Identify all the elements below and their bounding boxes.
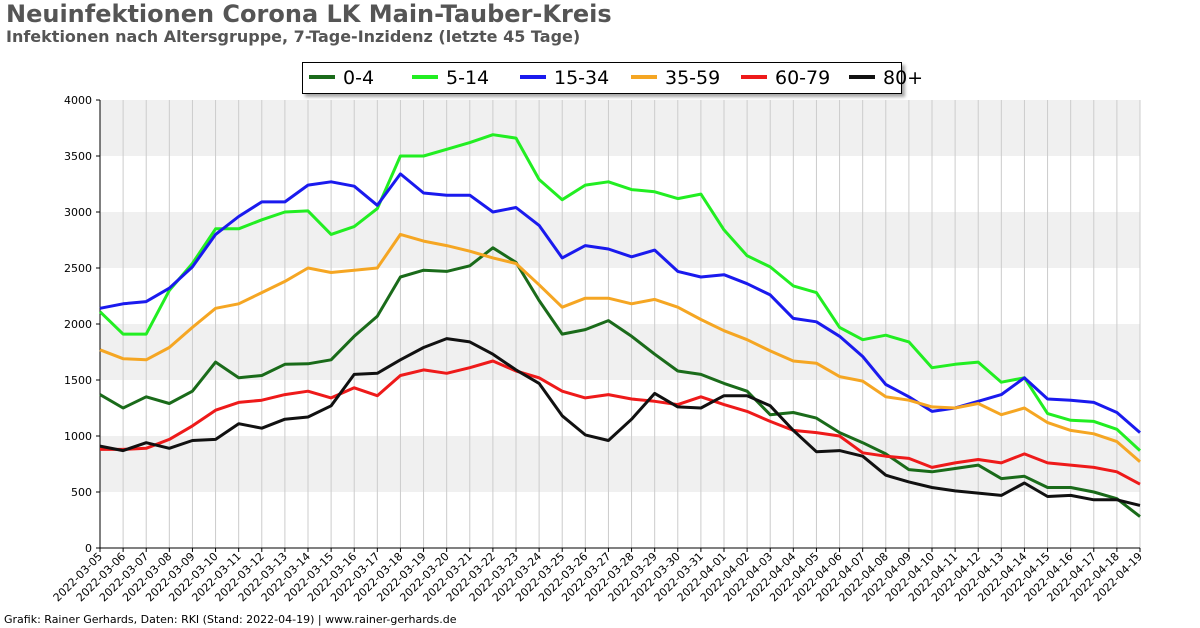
legend-item-80+: 80+ xyxy=(849,66,923,90)
legend-swatch xyxy=(849,74,875,79)
x-tick-labels: 2022-03-052022-03-062022-03-072022-03-08… xyxy=(51,548,1145,604)
y-tick-label: 2000 xyxy=(64,318,92,331)
legend-item-5-14: 5-14 xyxy=(412,66,489,90)
y-tick-label: 4000 xyxy=(64,94,92,107)
series-line-35-59 xyxy=(99,232,1141,463)
legend-label: 80+ xyxy=(883,67,924,89)
legend: 0-4 5-14 15-34 35-59 60-79 80+ xyxy=(302,62,923,94)
legend-swatch xyxy=(309,74,335,79)
series-line-60-79 xyxy=(100,359,1141,486)
background-bands xyxy=(100,100,1140,492)
legend-item-15-34: 15-34 xyxy=(520,66,609,90)
grid-band xyxy=(100,324,1140,380)
legend-label: 35-59 xyxy=(665,67,721,89)
legend-item-0-4: 0-4 xyxy=(309,66,374,90)
legend-swatch xyxy=(631,74,657,79)
y-tick-label: 3000 xyxy=(64,206,92,219)
grid-band xyxy=(100,100,1140,156)
legend-label: 5-14 xyxy=(446,67,490,89)
y-tick-label: 1500 xyxy=(64,374,92,387)
y-tick-label: 2500 xyxy=(64,262,92,275)
chart-subtitle: Infektionen nach Altersgruppe, 7-Tage-In… xyxy=(6,27,581,46)
series-lines xyxy=(98,133,1142,518)
series-line-5-14 xyxy=(98,133,1142,452)
chart-title: Neuinfektionen Corona LK Main-Tauber-Kre… xyxy=(6,0,612,28)
legend-label: 60-79 xyxy=(775,67,831,89)
grid-band xyxy=(100,212,1140,268)
y-tick-labels: 0 500 1000 1500 2000 2500 3000 3500 4000 xyxy=(64,94,100,555)
y-tick-label: 1000 xyxy=(64,430,92,443)
legend-swatch xyxy=(412,74,438,79)
legend-swatch xyxy=(741,74,767,79)
grid-band xyxy=(100,436,1140,492)
footer-credit: Grafik: Rainer Gerhards, Daten: RKI (Sta… xyxy=(4,613,457,626)
y-tick-label: 500 xyxy=(71,486,92,499)
legend-label: 15-34 xyxy=(554,67,610,89)
series-line-80+ xyxy=(99,337,1141,507)
y-tick-label: 0 xyxy=(85,542,92,555)
y-tick-label: 3500 xyxy=(64,150,92,163)
legend-label: 0-4 xyxy=(343,67,375,89)
legend-item-35-59: 35-59 xyxy=(631,66,720,90)
legend-item-60-79: 60-79 xyxy=(741,66,830,90)
legend-swatch xyxy=(520,74,546,79)
series-line-0-4 xyxy=(99,246,1141,518)
